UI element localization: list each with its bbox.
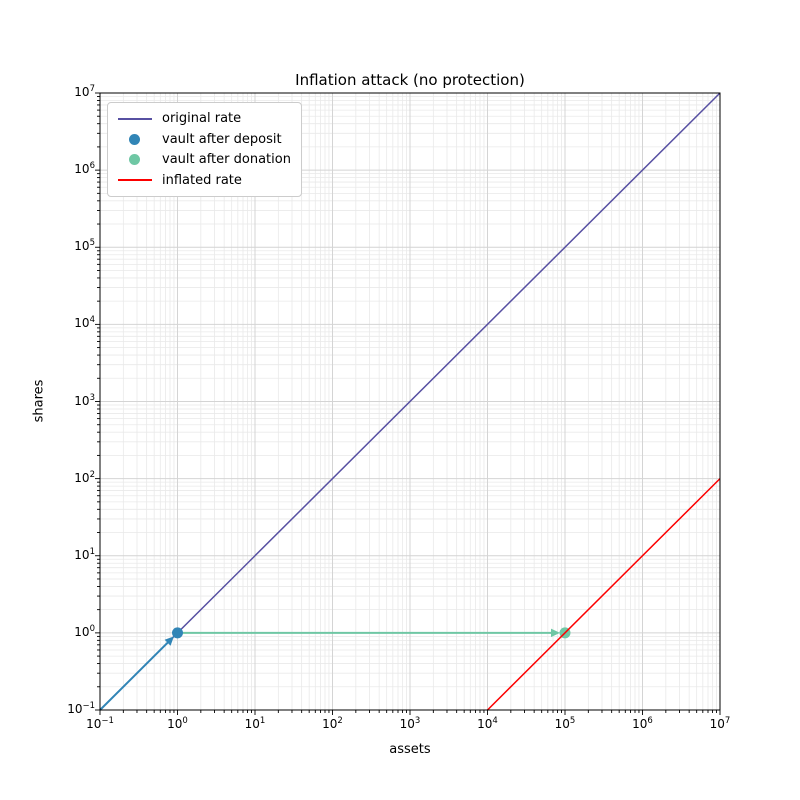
chart-title: Inflation attack (no protection) — [295, 71, 525, 89]
x-tick-label: 100 — [167, 716, 188, 731]
inflated-rate-line — [486, 478, 721, 711]
legend-label: original rate — [162, 111, 242, 127]
legend-label: inflated rate — [162, 172, 242, 188]
axis-ticks — [95, 92, 721, 715]
y-tick-label: 105 — [74, 238, 95, 254]
y-axis-label: shares — [31, 379, 47, 423]
y-tick-label: 107 — [74, 84, 95, 99]
x-axis-label: assets — [389, 742, 431, 757]
y-tick-label: 104 — [74, 315, 95, 331]
original-rate-line — [99, 92, 721, 711]
y-tick-label: 100 — [74, 623, 95, 639]
legend-item-vault-after-deposit: vault after deposit — [116, 130, 291, 150]
x-tick-label: 101 — [244, 716, 266, 731]
dot-swatch-icon — [116, 133, 153, 145]
legend: original rate vault after deposit vault … — [107, 102, 302, 197]
legend-item-original-rate: original rate — [116, 109, 291, 129]
deposit-arrow — [99, 636, 174, 711]
line-swatch-icon — [116, 117, 153, 120]
legend-label: vault after deposit — [162, 131, 282, 147]
legend-item-inflated-rate: inflated rate — [116, 171, 291, 191]
x-tick-label: 107 — [709, 716, 731, 731]
y-tick-label: 10−1 — [67, 701, 95, 716]
legend-label: vault after donation — [162, 152, 291, 168]
y-tick-label: 101 — [74, 546, 95, 562]
line-swatch-icon — [116, 179, 153, 182]
x-tick-label: 105 — [554, 716, 576, 731]
legend-item-vault-after-donation: vault after donation — [116, 150, 291, 170]
x-tick-label: 106 — [632, 716, 653, 731]
donation-arrow — [177, 628, 560, 638]
x-tick-label: 104 — [477, 716, 498, 731]
dot-swatch-icon — [116, 154, 153, 166]
y-tick-label: 106 — [74, 161, 95, 177]
y-tick-label: 103 — [74, 392, 95, 408]
y-tick-label: 102 — [74, 469, 95, 485]
x-tick-label: 102 — [322, 716, 343, 731]
vault-after-deposit-point — [172, 627, 183, 639]
x-tick-label: 10−1 — [86, 716, 114, 731]
x-tick-label: 103 — [399, 716, 421, 731]
